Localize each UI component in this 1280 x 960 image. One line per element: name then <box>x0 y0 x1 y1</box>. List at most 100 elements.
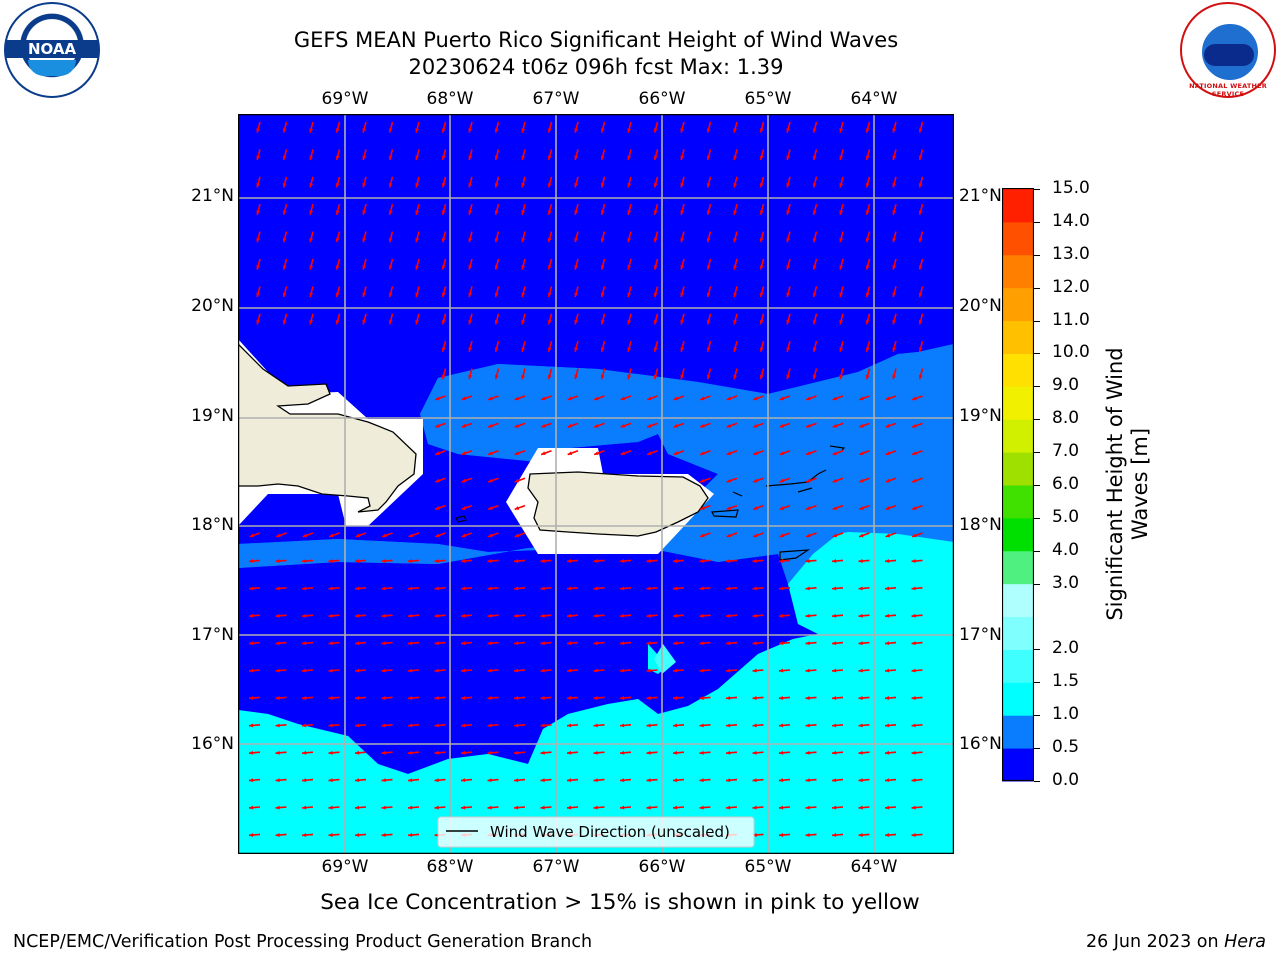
wave-arrow-head <box>832 559 837 563</box>
wave-arrow-head <box>335 292 340 298</box>
wave-arrow-head <box>733 128 738 133</box>
wave-arrow-head <box>753 533 758 538</box>
wave-arrow-head <box>540 750 545 755</box>
wave-arrow-head <box>567 696 572 700</box>
wave-arrow-head <box>249 750 254 755</box>
colorbar-tick-mark <box>1034 287 1040 289</box>
wave-arrow-head <box>302 533 308 538</box>
wave-arrow-head <box>600 237 605 243</box>
wave-arrow-head <box>408 586 413 591</box>
wave-arrow-head <box>468 183 473 188</box>
wave-arrow-head <box>335 155 340 161</box>
wave-arrow-head <box>434 613 439 618</box>
nws-logo: NATIONAL WEATHER SERVICE <box>1180 2 1276 98</box>
colorbar-tick-mark <box>1034 419 1040 421</box>
wave-arrow-head <box>911 696 916 700</box>
wave-arrow-head <box>706 128 711 133</box>
wave-arrow-head <box>858 833 863 837</box>
wave-arrow-head <box>759 265 764 270</box>
wave-arrow-head <box>646 723 651 728</box>
colorbar-tick-mark <box>1034 748 1040 750</box>
wave-arrow-head <box>309 183 314 188</box>
wave-arrow-head <box>673 396 679 401</box>
wave-arrow-head <box>620 559 625 563</box>
wave-arrow-head <box>355 805 360 810</box>
wave-arrow-head <box>514 750 519 755</box>
wave-arrow-head <box>355 696 360 700</box>
wave-arrow-head <box>812 265 817 270</box>
wave-arrow-head <box>275 559 280 563</box>
wave-arrow-head <box>752 641 757 646</box>
wave-arrow-head <box>461 478 467 483</box>
colorbar-tick-mark <box>1034 583 1040 585</box>
wave-arrow-head <box>653 183 658 188</box>
wave-arrow-head <box>726 750 731 755</box>
wave-arrow-head <box>540 586 545 591</box>
map-panel: Wind Wave Direction (unscaled) <box>238 114 954 854</box>
colorbar-swatch <box>1002 517 1034 552</box>
wave-arrow-head <box>786 183 791 188</box>
wave-arrow-head <box>673 451 679 456</box>
wave-arrow-head <box>892 347 897 352</box>
nws-logo-text: NATIONAL WEATHER SERVICE <box>1189 82 1267 98</box>
wave-arrow-head <box>726 586 731 591</box>
wave-arrow-head <box>335 265 340 270</box>
wave-arrow-head <box>328 613 333 618</box>
colorbar-tick-label: 12.0 <box>1052 276 1090 297</box>
wave-arrow-head <box>646 586 651 591</box>
wave-arrow-head <box>488 396 493 401</box>
wave-arrow-head <box>832 805 837 810</box>
wave-arrow-head <box>434 696 439 700</box>
wave-arrow-head <box>805 778 810 783</box>
colorbar <box>1002 188 1034 782</box>
wave-arrow-head <box>733 292 738 298</box>
wave-arrow-head <box>408 613 413 618</box>
band-1.0-1.5 <box>238 532 954 854</box>
wave-arrow-head <box>839 210 844 215</box>
wave-arrow-head <box>620 750 625 755</box>
wave-arrow-head <box>653 374 658 380</box>
colorbar-swatch <box>1002 254 1034 289</box>
wave-arrow-head <box>885 451 891 456</box>
wave-arrow-head <box>275 778 280 783</box>
wave-arrow-head <box>514 723 519 728</box>
wave-arrow-head <box>309 128 314 133</box>
colorbar-tick-mark <box>1034 386 1040 388</box>
wave-arrow-head <box>885 559 890 563</box>
wave-arrow-head <box>388 183 393 188</box>
wave-arrow-head <box>514 586 519 591</box>
wave-arrow-head <box>408 805 413 810</box>
colorbar-swatch <box>1002 616 1034 650</box>
wave-arrow-head <box>249 641 254 646</box>
wave-arrow-head <box>918 183 923 188</box>
wave-arrow-head <box>839 347 844 352</box>
wave-arrow-head <box>249 778 254 783</box>
wave-arrow-head <box>302 696 307 700</box>
wave-arrow-head <box>832 613 837 618</box>
wave-arrow-head <box>627 183 632 188</box>
wave-arrow-head <box>865 183 870 188</box>
wave-arrow-head <box>461 586 466 591</box>
colorbar-swatch <box>1002 748 1034 782</box>
wave-arrow-head <box>521 374 526 380</box>
wave-arrow-head <box>779 805 784 810</box>
wave-arrow-head <box>700 396 705 401</box>
wave-arrow-head <box>567 396 573 401</box>
wave-arrow-head <box>759 374 764 380</box>
wave-arrow-head <box>805 750 810 755</box>
wave-arrow-head <box>593 613 598 618</box>
wave-arrow-head <box>249 833 254 837</box>
wave-arrow-head <box>275 750 280 755</box>
wave-arrow-head <box>567 423 573 428</box>
wave-arrow-head <box>487 750 492 755</box>
wave-arrow-head <box>859 423 864 428</box>
wave-arrow-head <box>362 320 367 325</box>
wave-arrow-head <box>806 396 811 401</box>
wave-arrow-head <box>461 696 466 700</box>
wave-arrow-head <box>706 292 711 298</box>
wave-arrow-head <box>779 750 784 755</box>
wave-arrow-head <box>858 723 863 728</box>
colorbar-tick-label: 14.0 <box>1052 210 1090 231</box>
lon-bottom-66: 66°W <box>638 857 686 877</box>
wave-arrow-head <box>885 778 890 783</box>
